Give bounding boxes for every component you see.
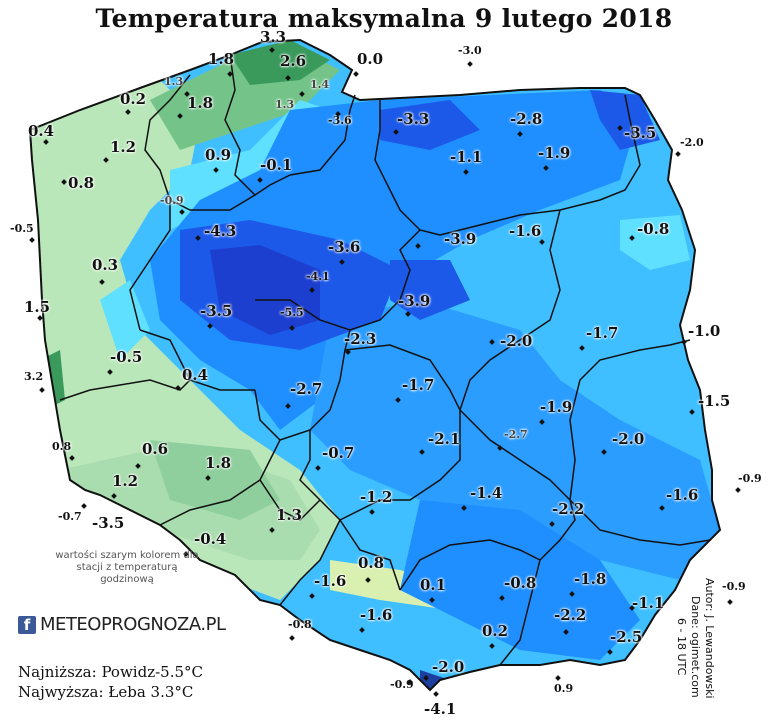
station-value: -0.9 (738, 472, 762, 485)
station-value: -1.7 (586, 324, 619, 342)
station-value: 0.9 (554, 682, 574, 695)
station-value: 1.5 (24, 298, 51, 316)
station-value: -0.5 (110, 348, 143, 366)
station-value: -0.7 (322, 444, 355, 462)
station-value: -4.3 (204, 222, 237, 240)
station-value: -3.5 (200, 302, 233, 320)
station-value: 1.2 (112, 472, 139, 490)
station-value: -1.5 (698, 392, 731, 410)
highest-temperature: Najwyższa: Łeba 3.3°C (18, 683, 194, 701)
station-value: -0.5 (10, 222, 34, 235)
station-value: 0.4 (182, 366, 209, 384)
station-value: -4.1 (306, 270, 330, 283)
station-value: -0.9 (160, 194, 184, 207)
station-value: -1.6 (666, 486, 699, 504)
station-value: 0.4 (28, 122, 55, 140)
station-value: 1.8 (205, 454, 232, 472)
facebook-icon[interactable]: f (18, 615, 36, 634)
station-value: 2.6 (280, 52, 307, 70)
station-value: 0.3 (92, 256, 119, 274)
station-value: -1.2 (360, 488, 393, 506)
station-value: -2.7 (504, 428, 528, 441)
credit-hours: 6 - 18 UTC (675, 618, 688, 676)
station-value: -0.8 (637, 220, 670, 238)
station-value: -2.0 (680, 136, 704, 149)
station-value: -2.8 (510, 110, 543, 128)
station-value: -0.7 (58, 510, 82, 523)
station-value: -1.8 (574, 570, 607, 588)
station-value: -3.6 (328, 238, 361, 256)
station-value: -1.9 (538, 144, 571, 162)
map-title: Temperatura maksymalna 9 lutego 2018 (95, 4, 673, 33)
station-value: -0.1 (260, 156, 293, 174)
summary: Najniższa: Powidz-5.5°C Najwyższa: Łeba … (18, 662, 203, 702)
station-value: -3.0 (458, 44, 482, 57)
station-value: -2.5 (610, 628, 643, 646)
station-value: -2.1 (428, 430, 461, 448)
station-value: -2.0 (500, 332, 533, 350)
station-value: 3.2 (24, 370, 44, 383)
lowest-temperature: Najniższa: Powidz-5.5°C (18, 663, 204, 681)
grey-values-note: wartości szarym kolorem dla stacji z tem… (55, 550, 199, 585)
station-value: -1.1 (632, 594, 665, 612)
station-value: 3.3 (260, 28, 287, 46)
station-value: 1.4 (310, 78, 330, 91)
station-value: 1.3 (275, 98, 295, 111)
station-value: -3.5 (624, 124, 657, 142)
station-value: -1.6 (360, 606, 393, 624)
station-value: -2.2 (554, 606, 587, 624)
station-value: -1.6 (509, 222, 542, 240)
station-value: -2.2 (552, 500, 585, 518)
station-value: 0.8 (358, 554, 385, 572)
station-value: -0.9 (722, 580, 746, 593)
station-value: -2.7 (290, 380, 323, 398)
station-value: -2.0 (432, 658, 465, 676)
credit-author: Autor: J. Lewandowski (703, 578, 716, 699)
station-value: 0.9 (205, 146, 232, 164)
region-borders (59, 54, 711, 666)
station-value: -1.1 (450, 148, 483, 166)
station-value: -0.8 (504, 574, 537, 592)
meteoprognoza-logo[interactable]: f METEOPROGNOZA.PL (18, 614, 226, 635)
station-value: -3.5 (92, 514, 125, 532)
station-value: -3.6 (328, 114, 352, 127)
station-value: -1.6 (314, 572, 347, 590)
station-value: -4.1 (424, 700, 457, 718)
station-value: 0.0 (357, 50, 384, 68)
station-value: 1.8 (187, 94, 214, 112)
credit-data: Dane: ogimet.com (689, 596, 702, 698)
logo-text: METEOPROGNOZA.PL (40, 614, 226, 635)
station-value: -2.3 (344, 330, 377, 348)
station-value: 0.8 (68, 174, 95, 192)
station-value: -0.4 (194, 530, 227, 548)
station-value: 1.3 (164, 75, 184, 88)
station-value: -1.7 (402, 376, 435, 394)
station-value: 1.3 (276, 506, 303, 524)
station-value: 0.8 (52, 440, 72, 453)
station-value: -3.9 (444, 230, 477, 248)
station-value: -1.9 (540, 398, 573, 416)
station-value: -1.4 (470, 484, 503, 502)
credits: Autor: J. Lewandowski Dane: ogimet.com 6… (664, 578, 724, 699)
station-value: -1.0 (688, 322, 721, 340)
station-value: 0.1 (420, 576, 447, 594)
station-value: -5.5 (280, 306, 304, 319)
station-value: 1.2 (110, 138, 137, 156)
station-value: -3.3 (397, 110, 430, 128)
station-value: 0.2 (120, 90, 147, 108)
station-value: 0.6 (142, 440, 169, 458)
station-value: -0.8 (288, 618, 312, 631)
station-value: -2.0 (612, 430, 645, 448)
station-value: 1.8 (208, 50, 235, 68)
station-value: 0.2 (482, 622, 509, 640)
station-value: -3.9 (398, 292, 431, 310)
